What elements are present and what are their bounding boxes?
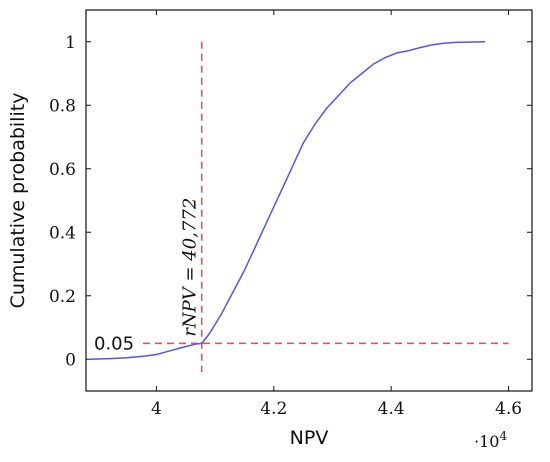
x-tick-label: 4 [151, 399, 162, 419]
x-tick-label: 4.2 [260, 399, 287, 419]
x-tick-label: 4.4 [378, 399, 405, 419]
y-tick-label: 0.2 [49, 287, 76, 307]
x-axis-multiplier: ·104 [474, 429, 507, 451]
y-tick-label: 0.4 [49, 223, 76, 243]
y-tick-label: 0.6 [49, 160, 76, 180]
cdf-series-line [88, 41, 486, 361]
y-axis-title: Cumulative probability [7, 93, 29, 309]
y-tick-label: 1 [65, 33, 76, 53]
x-axis-multiplier-exponent: 4 [499, 429, 507, 443]
threshold-label: 0.05 [94, 333, 134, 354]
rnpv-label: rNPV = 40,772 [180, 198, 201, 337]
x-tick-label: 4.6 [495, 399, 522, 419]
axis-tick-labels: 4 4.2 4.4 4.6 0 0.2 0.4 0.6 0.8 1 [49, 33, 522, 419]
y-tick-label: 0.8 [49, 96, 76, 116]
axis-ticks [86, 10, 532, 391]
x-axis-title: NPV [290, 427, 329, 449]
y-tick-label: 0 [65, 350, 76, 370]
x-axis-multiplier-base: ·10 [474, 432, 499, 451]
plot-frame [85, 9, 533, 392]
